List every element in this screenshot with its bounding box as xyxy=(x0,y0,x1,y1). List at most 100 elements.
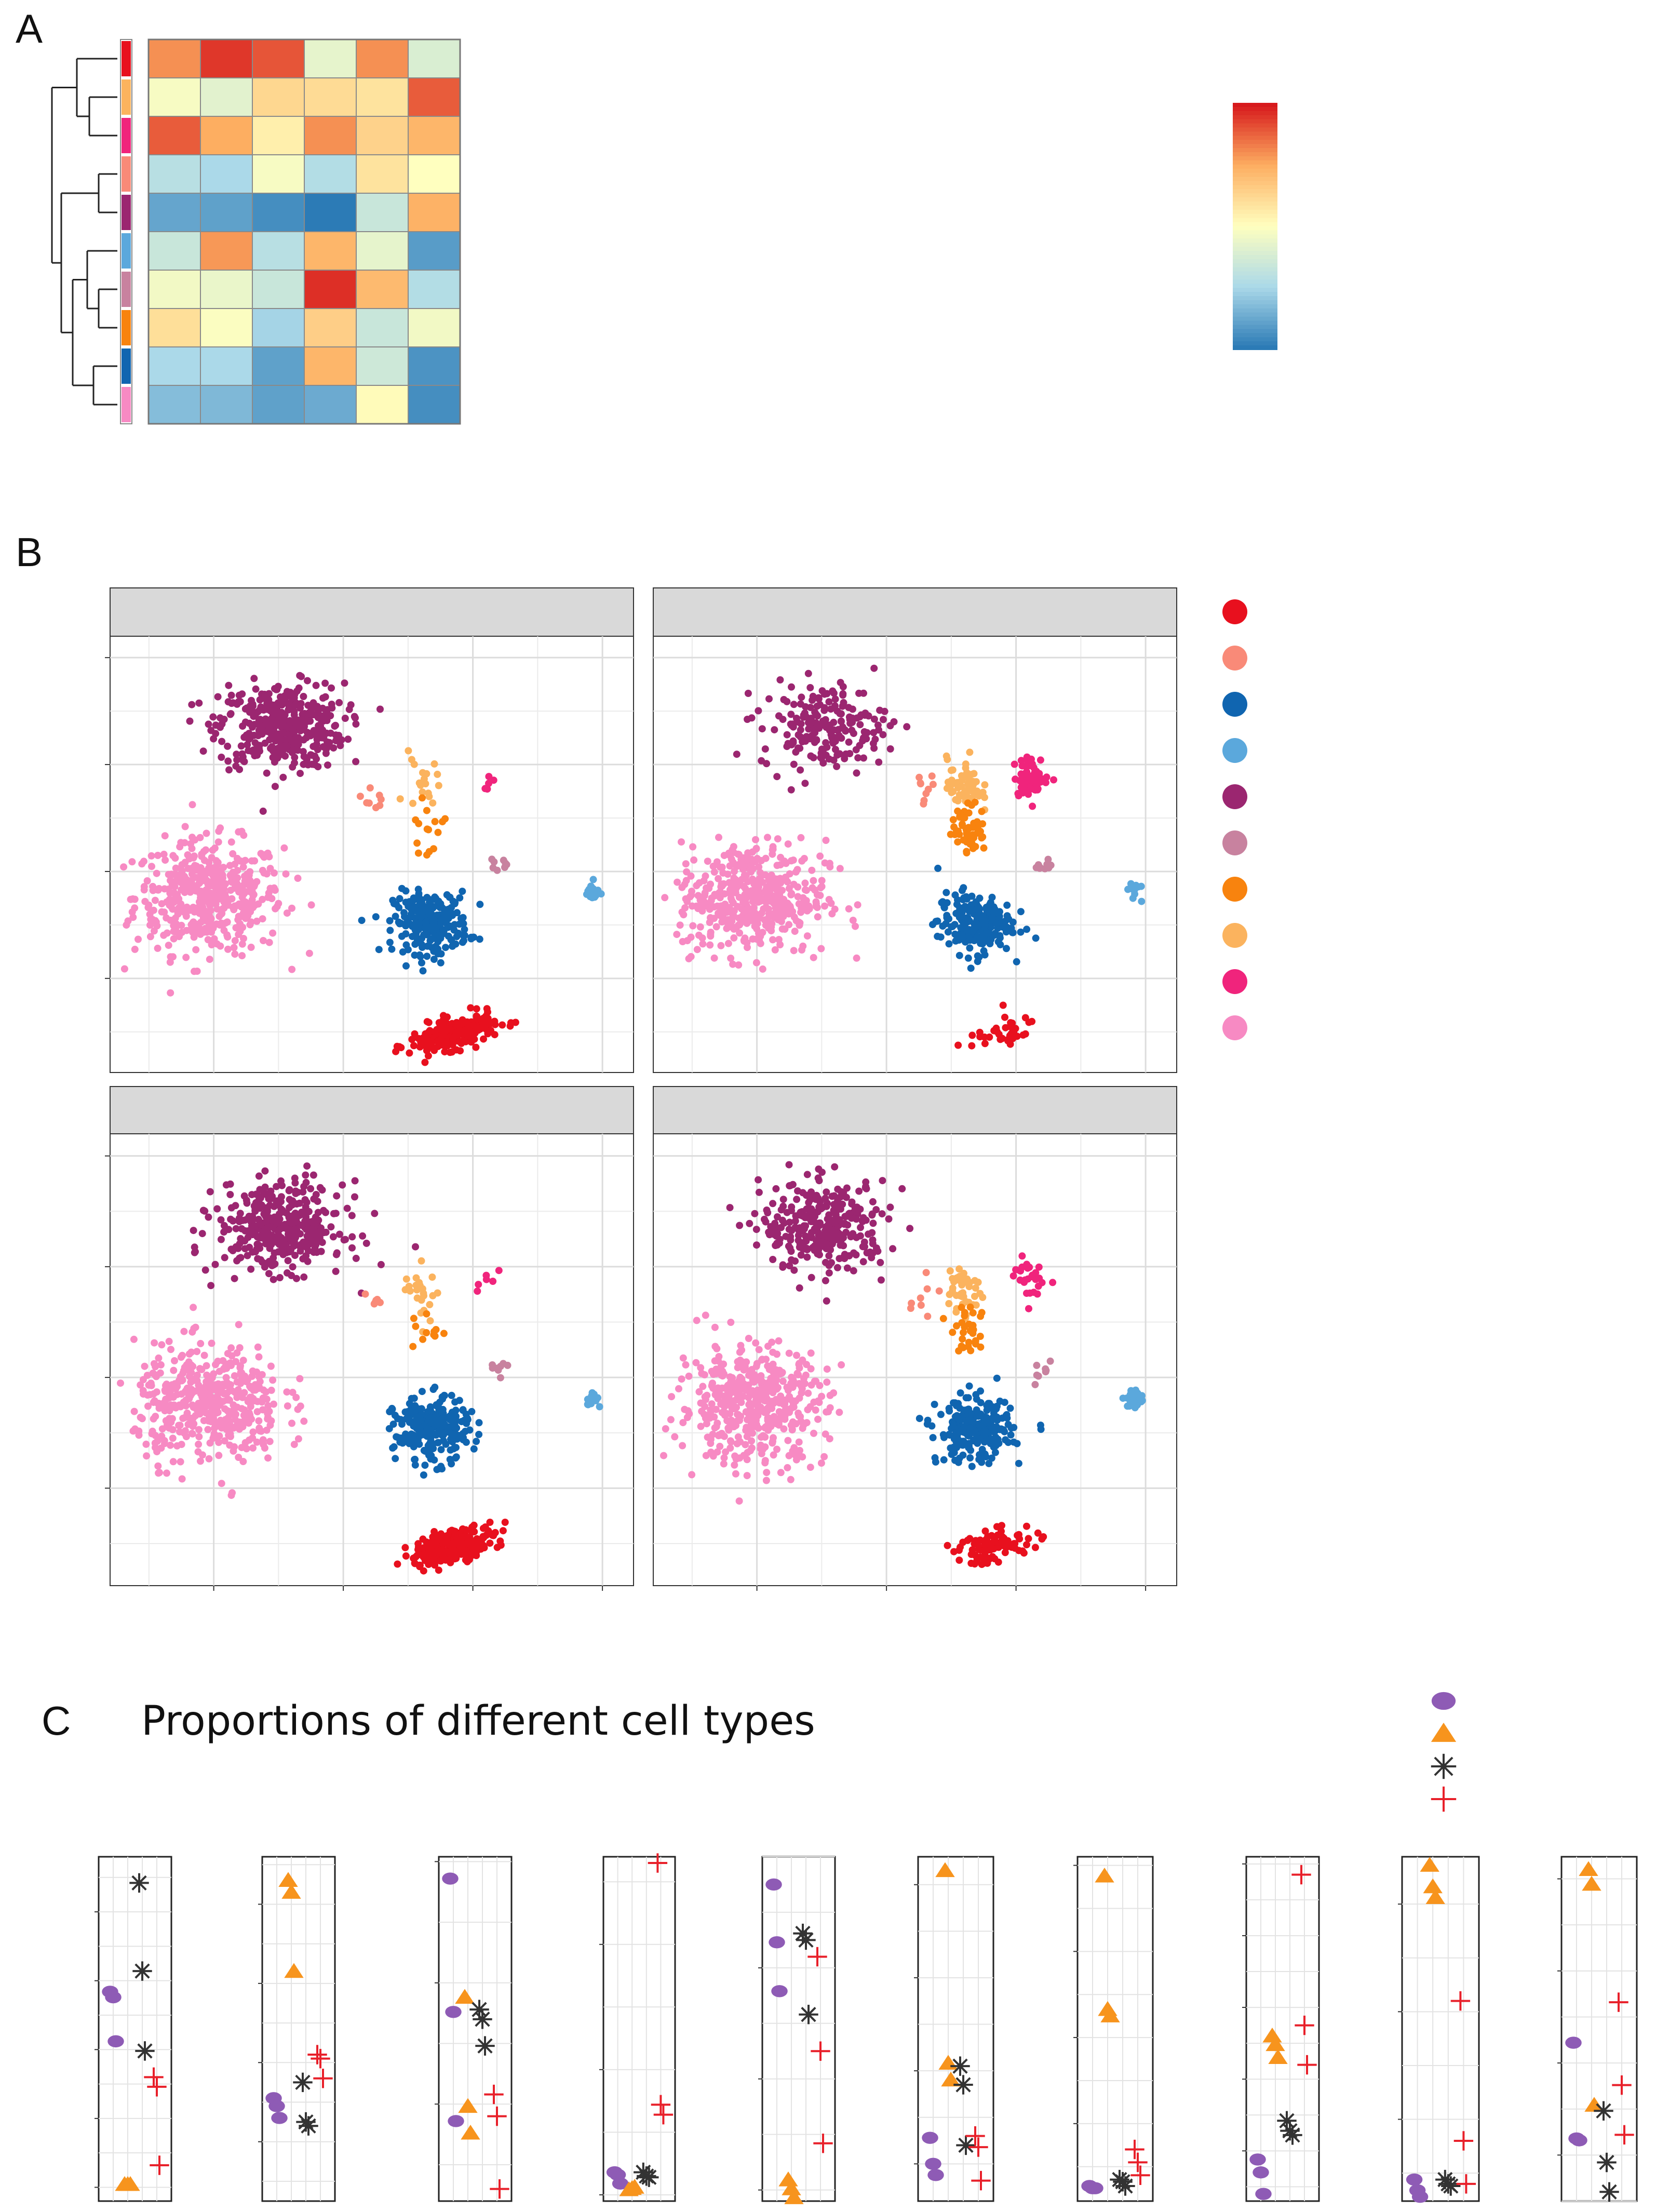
tsne-point xyxy=(455,1397,463,1404)
tsne-point xyxy=(289,763,297,771)
tsne-point xyxy=(487,1027,494,1035)
tsne-point xyxy=(170,899,178,906)
tsne-point xyxy=(903,723,911,731)
tsne-point xyxy=(732,876,740,884)
tsne-point xyxy=(683,937,691,945)
tsne-point xyxy=(213,940,221,948)
heatmap-cell xyxy=(148,270,201,309)
tsne-point xyxy=(178,886,185,894)
tsne-point xyxy=(780,1425,788,1433)
tsne-point xyxy=(414,849,422,857)
tsne-point xyxy=(803,932,811,940)
tsne-point xyxy=(745,1335,752,1342)
tsne-point xyxy=(259,1436,267,1444)
heatmap-cell xyxy=(304,154,357,194)
tsne-point xyxy=(929,781,937,788)
tsne-point xyxy=(214,693,222,701)
tsne-point xyxy=(673,931,681,939)
tsne-point xyxy=(779,1377,787,1385)
tsne-point xyxy=(715,889,723,897)
heatmap-cell xyxy=(200,77,253,117)
legend-gradient-step xyxy=(1233,345,1277,350)
tsne-point xyxy=(870,715,878,723)
tsne-point xyxy=(956,813,964,821)
tsne-point xyxy=(990,1027,998,1035)
tsne-point xyxy=(753,1241,760,1249)
tsne-point xyxy=(222,1374,230,1382)
tsne-point xyxy=(969,906,977,914)
tsne-point xyxy=(813,904,821,911)
heatmap-cell xyxy=(148,385,201,424)
tsne-point xyxy=(418,1388,426,1396)
tsne-point xyxy=(800,855,808,862)
tsne-point xyxy=(751,858,759,866)
tsne-point xyxy=(811,729,818,736)
tsne-point xyxy=(244,1234,252,1241)
tsne-point xyxy=(1009,918,1017,926)
tsne-point xyxy=(140,857,147,865)
tsne-point xyxy=(710,868,718,876)
tsne-point xyxy=(401,1544,409,1551)
tsne-point xyxy=(436,1039,443,1047)
tsne-point xyxy=(239,1357,247,1364)
tsne-point xyxy=(238,940,246,948)
tsne-point xyxy=(426,1317,434,1325)
tsne-point xyxy=(179,1414,187,1422)
tsne-point xyxy=(280,1236,288,1244)
tsne-point xyxy=(761,1459,769,1467)
tsne-point xyxy=(386,927,394,934)
tsne-point xyxy=(499,1021,506,1029)
tsne-point xyxy=(697,1423,705,1430)
tsne-point xyxy=(719,909,726,917)
legend-gradient-step xyxy=(1233,144,1277,149)
tsne-point xyxy=(488,855,496,863)
tsne-point xyxy=(230,1447,237,1455)
tsne-point xyxy=(678,883,686,891)
tsne-point xyxy=(788,683,795,691)
tsne-point xyxy=(303,717,311,725)
tsne-point xyxy=(224,742,232,750)
tsne-point xyxy=(303,756,311,763)
tsne-point xyxy=(317,1248,325,1255)
tsne-point xyxy=(225,681,233,689)
tsne-point xyxy=(797,1251,805,1259)
tsne-point xyxy=(736,929,744,937)
tsne-point xyxy=(205,1213,212,1221)
tsne-point xyxy=(313,734,321,742)
tsne-point xyxy=(167,1401,174,1409)
tsne-point xyxy=(421,1462,429,1469)
tsne-point xyxy=(430,845,437,853)
tsne-point xyxy=(473,1005,480,1013)
tsne-point xyxy=(785,1161,793,1169)
tsne-point xyxy=(292,1189,300,1197)
tsne-point xyxy=(435,1566,442,1574)
heatmap-cell xyxy=(408,77,461,117)
tsne-point xyxy=(854,901,861,909)
tsne-point xyxy=(944,756,951,763)
tsne-point xyxy=(425,1561,433,1568)
tsne-point xyxy=(291,1174,299,1182)
tsne-point xyxy=(703,1391,711,1399)
tsne-point xyxy=(224,1350,232,1358)
tsne-point xyxy=(795,731,802,739)
tsne-point xyxy=(423,1046,431,1054)
tsne-point xyxy=(816,852,824,860)
tsne-point xyxy=(757,940,764,947)
tsne-point xyxy=(668,1393,676,1401)
tsne-point xyxy=(172,928,180,936)
legend-gradient-step xyxy=(1233,103,1277,108)
tsne-point xyxy=(712,923,720,931)
tsne-point xyxy=(767,1423,775,1430)
tsne-point xyxy=(163,914,170,922)
tsne-point xyxy=(726,1437,734,1445)
tsne-point xyxy=(963,831,971,838)
tsne-point xyxy=(419,944,426,951)
tsne-point xyxy=(206,956,213,963)
legend-gradient-step xyxy=(1233,119,1277,124)
tsne-point xyxy=(351,1177,359,1185)
tsne-point xyxy=(423,1426,431,1433)
legend-gradient-step xyxy=(1233,164,1277,169)
tsne-point xyxy=(863,1249,871,1257)
facet-plot-area xyxy=(110,1133,634,1586)
tsne-point xyxy=(797,908,805,916)
